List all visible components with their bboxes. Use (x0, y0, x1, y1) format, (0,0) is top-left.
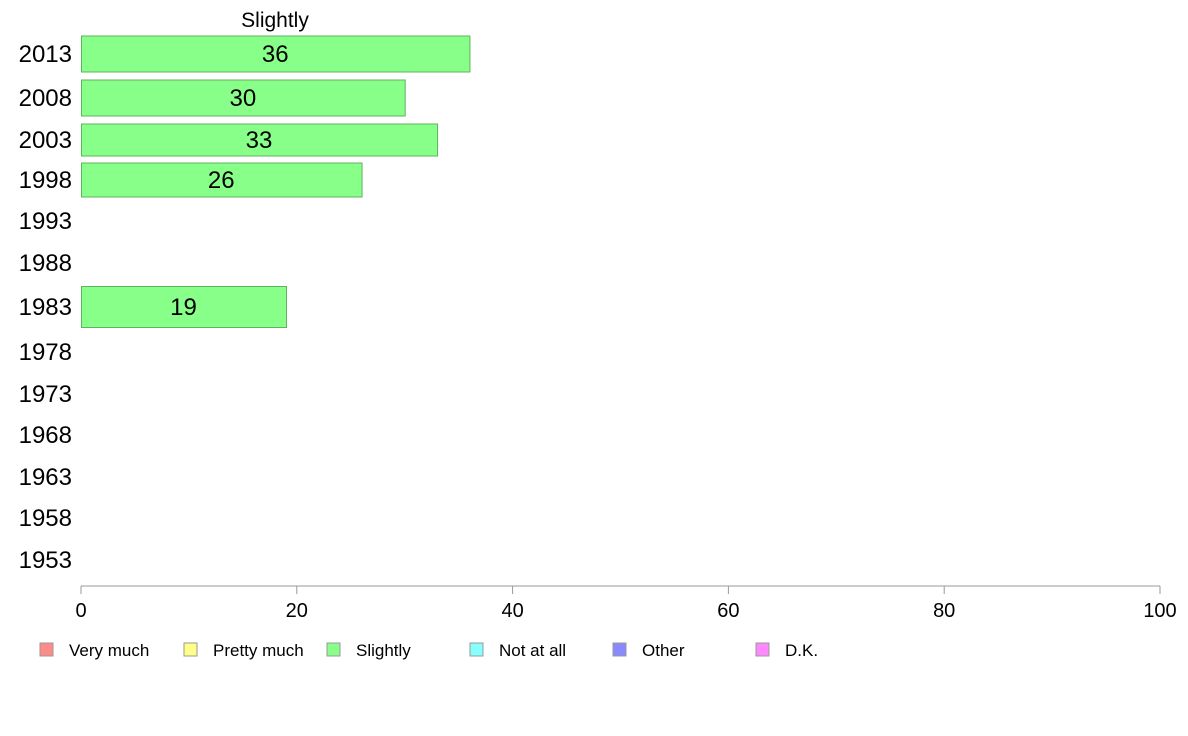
legend-swatch-3 (469, 642, 484, 657)
panel-title: Slightly (241, 9, 309, 32)
category-label-2008: 2008 (19, 85, 72, 112)
x-tick-label-100: 100 (1143, 600, 1176, 622)
bar-1998 (81, 162, 363, 198)
x-tick-label-40: 40 (501, 600, 523, 622)
x-axis: 0 20 40 60 80 100 (75, 585, 1177, 622)
legend-label-0: Very much (69, 641, 149, 660)
legend-label-4: Other (642, 641, 685, 660)
data-label-1998: 26 (208, 167, 235, 194)
category-label-1998: 1998 (19, 167, 72, 194)
legend-swatch-2 (326, 642, 341, 657)
legend-swatch-1 (183, 642, 198, 657)
category-label-2013: 2013 (19, 41, 72, 68)
category-label-2003: 2003 (19, 127, 72, 154)
legend-label-2: Slightly (356, 641, 411, 660)
bar-2008 (81, 79, 406, 117)
data-label-1983: 19 (170, 294, 197, 321)
legend-swatch-0 (39, 642, 54, 657)
category-label-1978: 1978 (19, 339, 72, 366)
legend-label-1: Pretty much (213, 641, 304, 660)
category-label-1958: 1958 (19, 505, 72, 532)
data-label-2008: 30 (229, 85, 256, 112)
legend-swatch-5 (755, 642, 770, 657)
legend-swatch-4 (612, 642, 627, 657)
legend-label-5: D.K. (785, 641, 818, 660)
bar-2003 (81, 123, 439, 157)
category-label-1988: 1988 (19, 250, 72, 277)
bars (81, 35, 471, 328)
x-tick-label-80: 80 (933, 600, 955, 622)
data-label-2003: 33 (246, 127, 273, 154)
legend-label-3: Not at all (499, 641, 566, 660)
x-tick-label-0: 0 (75, 600, 86, 622)
bar-2013 (81, 35, 471, 73)
category-labels: 2013 2008 2003 1998 1993 1988 1983 1978 1973 1968… (19, 41, 72, 574)
category-label-1963: 1963 (19, 464, 72, 491)
x-tick-label-60: 60 (717, 600, 739, 622)
x-tick-label-20: 20 (286, 600, 308, 622)
data-label-2013: 36 (262, 41, 289, 68)
category-label-1968: 1968 (19, 422, 72, 449)
category-label-1973: 1973 (19, 381, 72, 408)
legend: Very much Pretty much Slightly Not at all Ot… (39, 641, 818, 660)
bar-1983 (81, 286, 288, 328)
category-label-1983: 1983 (19, 294, 72, 321)
category-label-1993: 1993 (19, 208, 72, 235)
category-label-1953: 1953 (19, 547, 72, 574)
